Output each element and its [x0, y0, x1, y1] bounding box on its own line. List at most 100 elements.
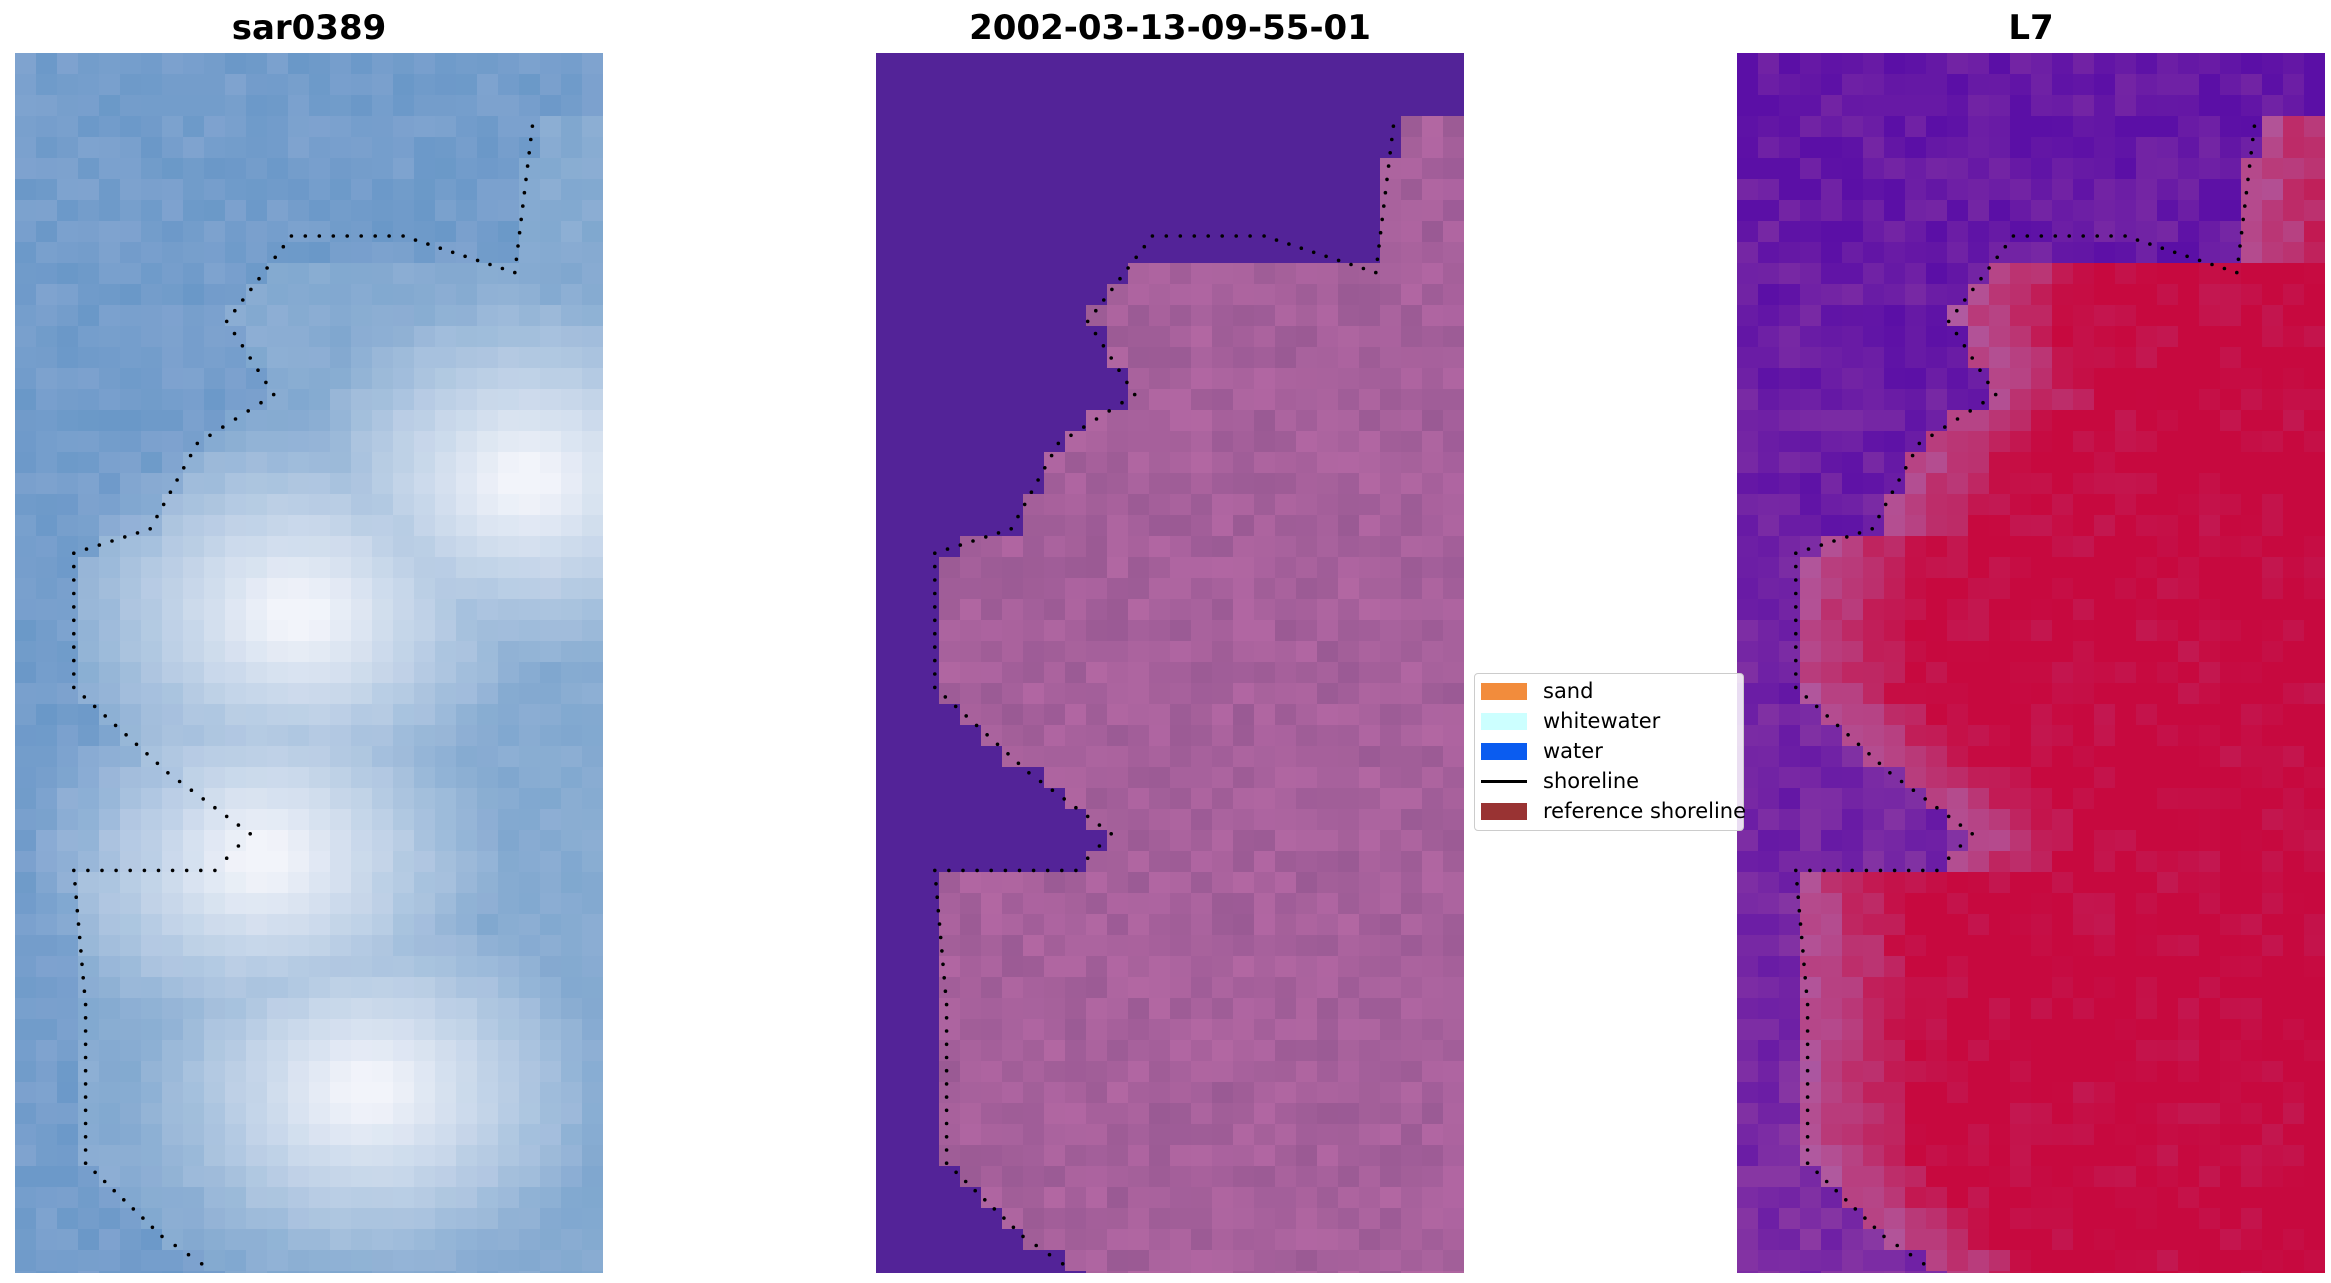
- image-pixel: [2094, 704, 2116, 726]
- image-pixel: [456, 893, 478, 915]
- image-pixel: [1401, 620, 1423, 642]
- image-pixel: [246, 1187, 268, 1209]
- image-pixel: [1380, 725, 1402, 747]
- image-pixel: [1821, 284, 1843, 306]
- image-pixel: [540, 1271, 562, 1273]
- image-pixel: [1989, 305, 2011, 327]
- image-pixel: [162, 641, 184, 663]
- image-pixel: [330, 1166, 352, 1188]
- image-pixel: [2115, 137, 2137, 159]
- image-pixel: [1023, 116, 1045, 138]
- image-pixel: [960, 305, 982, 327]
- image-pixel: [582, 284, 603, 306]
- image-pixel: [582, 1082, 603, 1104]
- image-pixel: [162, 1166, 184, 1188]
- shoreline-point: [1029, 490, 1034, 495]
- image-pixel: [1023, 872, 1045, 894]
- image-pixel: [1443, 1271, 1464, 1273]
- image-pixel: [1023, 599, 1045, 621]
- image-pixel: [99, 830, 121, 852]
- image-pixel: [99, 998, 121, 1020]
- image-pixel: [1044, 263, 1066, 285]
- image-pixel: [477, 1061, 499, 1083]
- image-pixel: [36, 746, 58, 768]
- image-pixel: [2031, 473, 2053, 495]
- image-pixel: [414, 746, 436, 768]
- image-pixel: [1926, 95, 1948, 117]
- image-pixel: [918, 620, 940, 642]
- image-pixel: [372, 431, 394, 453]
- image-pixel: [162, 242, 184, 264]
- image-pixel: [1254, 809, 1276, 831]
- image-pixel: [393, 1271, 415, 1273]
- image-pixel: [1401, 599, 1423, 621]
- image-pixel: [2115, 599, 2137, 621]
- image-pixel: [162, 809, 184, 831]
- image-pixel: [414, 914, 436, 936]
- image-pixel: [1758, 893, 1780, 915]
- image-pixel: [1947, 977, 1969, 999]
- image-pixel: [1254, 473, 1276, 495]
- image-pixel: [2241, 494, 2263, 516]
- image-pixel: [267, 1145, 289, 1167]
- image-pixel: [2010, 578, 2032, 600]
- image-pixel: [225, 116, 247, 138]
- image-pixel: [519, 179, 541, 201]
- image-pixel: [1086, 179, 1108, 201]
- image-pixel: [1065, 515, 1087, 537]
- shoreline-point: [184, 868, 189, 873]
- image-pixel: [288, 977, 310, 999]
- image-pixel: [57, 1082, 79, 1104]
- image-pixel: [1737, 53, 1759, 75]
- image-pixel: [393, 830, 415, 852]
- image-pixel: [2136, 179, 2158, 201]
- image-pixel: [897, 599, 919, 621]
- image-pixel: [918, 725, 940, 747]
- image-pixel: [582, 809, 603, 831]
- image-pixel: [1107, 1250, 1129, 1272]
- shoreline-point: [72, 672, 76, 676]
- image-pixel: [1737, 851, 1759, 873]
- image-pixel: [1170, 620, 1192, 642]
- image-pixel: [15, 452, 37, 474]
- image-pixel: [1989, 851, 2011, 873]
- shoreline-point: [1386, 164, 1391, 168]
- image-pixel: [2115, 662, 2137, 684]
- image-pixel: [2052, 998, 2074, 1020]
- shoreline-point: [522, 190, 527, 195]
- image-pixel: [561, 1019, 583, 1041]
- image-pixel: [1023, 935, 1045, 957]
- image-pixel: [225, 1208, 247, 1230]
- image-pixel: [1317, 767, 1339, 789]
- image-pixel: [225, 452, 247, 474]
- image-pixel: [15, 95, 37, 117]
- shoreline-point: [1361, 266, 1366, 271]
- image-pixel: [2220, 704, 2242, 726]
- image-pixel: [1317, 95, 1339, 117]
- image-pixel: [162, 347, 184, 369]
- image-pixel: [393, 347, 415, 369]
- image-pixel: [1002, 998, 1024, 1020]
- image-pixel: [1338, 683, 1360, 705]
- image-pixel: [267, 179, 289, 201]
- image-pixel: [1212, 1271, 1234, 1273]
- image-pixel: [393, 725, 415, 747]
- image-pixel: [372, 1187, 394, 1209]
- image-pixel: [2115, 683, 2137, 705]
- image-pixel: [1338, 578, 1360, 600]
- shoreline-point: [944, 1148, 949, 1152]
- image-pixel: [456, 263, 478, 285]
- image-pixel: [876, 431, 898, 453]
- image-pixel: [2010, 620, 2032, 642]
- image-pixel: [540, 305, 562, 327]
- image-pixel: [120, 74, 142, 96]
- image-pixel: [393, 494, 415, 516]
- image-pixel: [2073, 851, 2095, 873]
- image-pixel: [2178, 620, 2200, 642]
- image-pixel: [204, 1166, 226, 1188]
- image-pixel: [1170, 1124, 1192, 1146]
- image-pixel: [2199, 998, 2221, 1020]
- image-pixel: [1905, 851, 1927, 873]
- image-pixel: [1212, 1250, 1234, 1272]
- image-pixel: [582, 347, 603, 369]
